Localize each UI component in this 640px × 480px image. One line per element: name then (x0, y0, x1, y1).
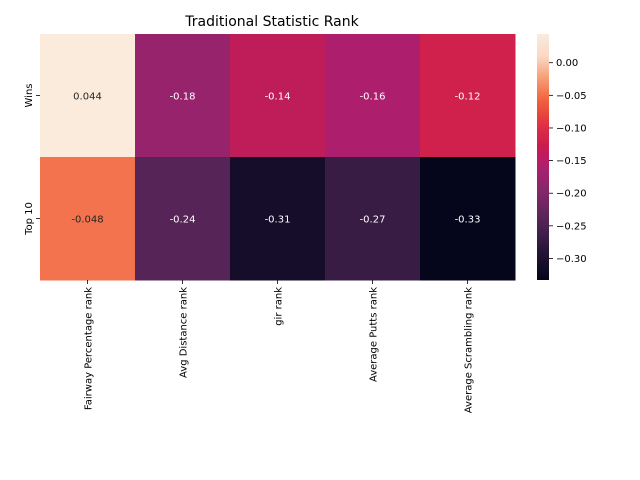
cell-value-label: -0.33 (455, 215, 481, 226)
heatmap-cell (420, 34, 516, 158)
cell-value-label: -0.16 (360, 92, 386, 103)
cell-value-label: 0.044 (73, 92, 102, 103)
row-labels: Wins Top 10 (24, 84, 40, 236)
heatmap-cell (230, 157, 326, 281)
column-label: Average Scrambling rank (464, 287, 475, 413)
cell-value-label: -0.31 (265, 215, 291, 226)
heatmap-cell (135, 157, 231, 281)
row-label: Wins (24, 84, 35, 108)
colorbar-tick-label: 0.00 (556, 58, 578, 69)
colorbar-tick-label: −0.30 (556, 254, 587, 265)
heatmap-cell (325, 34, 421, 158)
heatmap-cell (40, 34, 136, 158)
heatmap-cell (135, 34, 231, 158)
cell-value-label: -0.12 (455, 92, 481, 103)
heatmap-cell (325, 157, 421, 281)
colorbar-tick-label: −0.05 (556, 91, 587, 102)
heatmap-cell (420, 157, 516, 281)
column-label: Fairway Percentage rank (84, 287, 95, 410)
column-labels: Fairway Percentage rank Avg Distance rank… (84, 280, 475, 413)
column-label: gir rank (274, 287, 285, 326)
colorbar-tick-label: −0.20 (556, 189, 587, 200)
colorbar-tick-label: −0.25 (556, 221, 587, 232)
cell-value-label: -0.048 (71, 215, 103, 226)
heatmap-cell (230, 34, 326, 158)
heatmap-cells: 0.044 -0.18 -0.14 -0.16 -0.12 -0.048 -0.24 -0.3… (40, 34, 516, 281)
heatmap-cell (40, 157, 136, 281)
row-label: Top 10 (24, 202, 35, 236)
colorbar (537, 34, 549, 280)
column-label: Average Putts rank (369, 287, 380, 382)
colorbar-tick-label: −0.15 (556, 156, 587, 167)
cell-value-label: -0.27 (360, 215, 386, 226)
cell-value-label: -0.24 (170, 215, 196, 226)
chart-title: Traditional Statistic Rank (184, 14, 359, 30)
colorbar-ticks: 0.00 −0.05 −0.10 −0.15 −0.20 −0.25 −0.30 (549, 58, 587, 265)
column-label: Avg Distance rank (179, 287, 190, 378)
colorbar-tick-label: −0.10 (556, 123, 587, 134)
cell-value-label: -0.18 (170, 92, 196, 103)
cell-value-label: -0.14 (265, 92, 291, 103)
